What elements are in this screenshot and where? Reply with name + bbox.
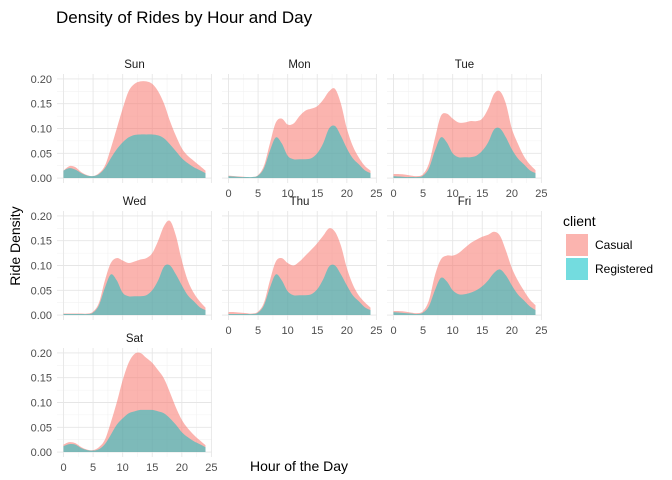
x-tick-label: 20 — [176, 462, 188, 474]
facet-strip-label: Sun — [124, 59, 144, 71]
chart-title: Density of Rides by Hour and Day — [56, 8, 313, 27]
x-tick-label: 15 — [311, 188, 323, 200]
facet-strip-label: Mon — [288, 59, 310, 71]
facet-panels: Sun 0.00 0.05 0.10 0.15 0.20 Mon 0 5 10 15 20 25 Tue 0… — [31, 59, 548, 474]
y-tick-label: 0.05 — [31, 148, 52, 160]
x-tick-label: 5 — [255, 188, 261, 200]
y-tick-label: 0.20 — [31, 348, 52, 360]
density-area-registered — [63, 264, 206, 316]
density-area-registered — [393, 269, 536, 316]
x-tick-label: 0 — [390, 325, 396, 337]
x-tick-label: 10 — [447, 188, 459, 200]
x-tick-label: 20 — [341, 325, 353, 337]
y-tick-label: 0.10 — [31, 124, 52, 136]
legend-title: client — [563, 213, 596, 229]
y-tick-label: 0.05 — [31, 422, 52, 434]
legend-key-registered — [566, 258, 588, 280]
y-tick-label: 0.15 — [31, 373, 52, 385]
x-tick-label: 20 — [341, 188, 353, 200]
facet-panel-mon: Mon 0 5 10 15 20 25 — [222, 59, 383, 200]
x-tick-label: 10 — [282, 325, 294, 337]
x-tick-label: 0 — [225, 188, 231, 200]
x-tick-label: 25 — [370, 188, 382, 200]
y-tick-label: 0.15 — [31, 236, 52, 248]
y-tick-label: 0.10 — [31, 398, 52, 410]
x-tick-label: 20 — [506, 188, 518, 200]
facet-strip-label: Tue — [455, 59, 474, 71]
x-tick-label: 0 — [390, 188, 396, 200]
facet-strip-label: Sat — [126, 333, 144, 345]
legend-label: Registered — [595, 262, 653, 276]
x-tick-label: 25 — [370, 325, 382, 337]
facet-panel-tue: Tue 0 5 10 15 20 25 — [387, 59, 548, 200]
facet-panel-fri: Fri 0 5 10 15 20 25 — [387, 196, 548, 337]
x-tick-label: 5 — [420, 325, 426, 337]
x-tick-label: 15 — [311, 325, 323, 337]
y-tick-label: 0.00 — [31, 447, 52, 459]
x-tick-label: 0 — [60, 462, 66, 474]
facet-strip-label: Wed — [123, 196, 146, 208]
y-tick-label: 0.20 — [31, 211, 52, 223]
density-area-registered — [63, 409, 206, 453]
density-area-registered — [228, 125, 371, 179]
density-area-registered — [63, 134, 206, 179]
x-tick-label: 15 — [146, 462, 158, 474]
x-tick-label: 0 — [225, 325, 231, 337]
x-tick-label: 5 — [255, 325, 261, 337]
y-tick-label: 0.20 — [31, 74, 52, 86]
x-tick-label: 25 — [535, 188, 547, 200]
facet-strip-label: Fri — [458, 196, 471, 208]
x-tick-label: 5 — [90, 462, 96, 474]
x-tick-label: 10 — [282, 188, 294, 200]
x-tick-label: 10 — [117, 462, 129, 474]
x-tick-label: 25 — [205, 462, 217, 474]
legend: client Casual Registered — [563, 213, 653, 280]
y-tick-label: 0.05 — [31, 285, 52, 297]
y-tick-label: 0.15 — [31, 99, 52, 111]
x-tick-label: 10 — [447, 325, 459, 337]
facet-panel-wed: Wed 0.00 0.05 0.10 0.15 0.20 — [31, 196, 212, 322]
y-tick-label: 0.00 — [31, 310, 52, 322]
x-tick-label: 20 — [506, 325, 518, 337]
facet-panel-sun: Sun 0.00 0.05 0.10 0.15 0.20 — [31, 59, 212, 185]
density-area-registered — [393, 127, 536, 179]
y-tick-label: 0.10 — [31, 261, 52, 273]
x-tick-label: 15 — [476, 188, 488, 200]
x-tick-label: 15 — [476, 325, 488, 337]
legend-key-casual — [566, 234, 588, 256]
x-tick-label: 5 — [420, 188, 426, 200]
x-axis-title: Hour of the Day — [250, 458, 348, 474]
density-area-registered — [228, 264, 371, 316]
legend-label: Casual — [595, 238, 632, 252]
facet-panel-thu: Thu 0 5 10 15 20 25 — [222, 196, 383, 337]
x-tick-label: 25 — [535, 325, 547, 337]
y-axis-title: Ride Density — [7, 206, 23, 285]
facet-strip-label: Thu — [290, 196, 310, 208]
facet-panel-sat: Sat 0.00 0.05 0.10 0.15 0.20 0 5 10 15 20 25 — [31, 333, 218, 474]
y-tick-label: 0.00 — [31, 173, 52, 185]
